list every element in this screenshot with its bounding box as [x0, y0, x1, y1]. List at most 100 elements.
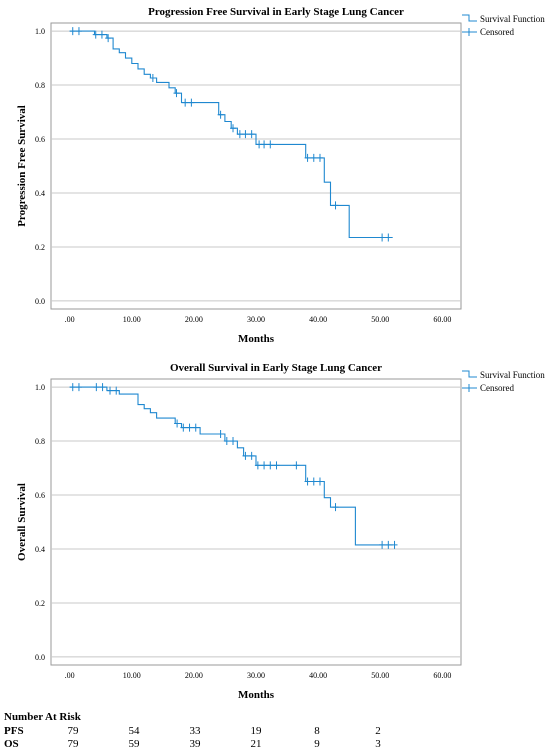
chart1-censored-mark — [379, 233, 386, 242]
chart2-ytick-label: 0.0 — [35, 653, 45, 662]
chart1-ytick-label: 0.8 — [35, 81, 45, 90]
chart1-censored-mark — [332, 201, 339, 210]
chart2-survival-curve — [69, 386, 393, 546]
chart2-ytick-label: 0.2 — [35, 599, 45, 608]
chart1-xtick-label: 20.00 — [185, 315, 203, 324]
chart1-censored-mark — [230, 124, 237, 133]
risk-cell: 33 — [189, 725, 201, 737]
legend-survival-function-label: Survival Function — [480, 14, 545, 24]
chart1-ylabel: Progression Free Survival — [16, 105, 28, 227]
legend-survival-function-swatch — [462, 14, 477, 22]
chart1-ytick-label: 0.0 — [35, 297, 45, 306]
chart2-ytick-label: 0.4 — [35, 545, 45, 554]
risk-table-title: Number At Risk — [4, 711, 81, 723]
chart2-ytick-label: 1.0 — [35, 383, 45, 392]
chart1-xtick-label: 50.00 — [371, 315, 389, 324]
chart2-censored-mark — [254, 461, 261, 470]
chart1-censored-mark — [69, 27, 76, 36]
risk-cell: 19 — [250, 725, 262, 737]
risk-cell: 79 — [67, 738, 79, 750]
risk-cell: 79 — [67, 725, 79, 737]
chart1-censored-mark — [236, 130, 243, 139]
chart1-censored-mark — [105, 34, 112, 43]
chart2-censored-mark — [99, 383, 106, 392]
chart1-survival-curve — [69, 30, 393, 239]
chart2-censored-mark — [310, 477, 317, 486]
chart1-title: Progression Free Survival in Early Stage… — [148, 6, 404, 18]
chart1-legend: Survival Function Censored — [462, 14, 545, 37]
chart1-censored-mark — [385, 233, 392, 242]
legend-survival-function-swatch — [462, 370, 477, 378]
chart2-censored-mark — [180, 423, 187, 432]
chart2-censored-mark — [93, 383, 100, 392]
risk-cell: 59 — [128, 738, 140, 750]
chart1-censored-mark — [261, 140, 268, 149]
chart2-censored-mark — [248, 451, 255, 460]
chart2-plot-frame — [50, 378, 462, 666]
chart2-censored-mark — [186, 423, 193, 432]
legend-censored-swatch — [462, 384, 477, 392]
chart2-ylabel: Overall Survival — [16, 483, 28, 561]
chart2-xtick-label: 30.00 — [247, 671, 265, 680]
chart1-censored-mark — [188, 98, 195, 107]
chart1-censored-mark — [75, 27, 82, 36]
chart1-censored-mark — [92, 30, 99, 39]
risk-cell: 39 — [189, 738, 201, 750]
chart1-censored-mark — [248, 130, 255, 139]
chart1-xlabel: Months — [238, 333, 275, 345]
legend-censored-label: Censored — [480, 383, 514, 393]
chart2-ytick-label: 0.6 — [35, 491, 45, 500]
chart1-censored-mark — [173, 89, 180, 98]
chart2-censored-mark — [223, 437, 230, 446]
chart2-censored-mark — [261, 461, 268, 470]
chart2-xtick-label: 10.00 — [123, 671, 141, 680]
chart2-xlabel: Months — [238, 689, 275, 701]
chart1-ytick-label: 0.2 — [35, 243, 45, 252]
chart1-ytick-label: 1.0 — [35, 27, 45, 36]
chart1-plot-frame — [50, 22, 462, 310]
risk-cell: 3 — [375, 738, 381, 750]
chart2-censored-mark — [293, 461, 300, 470]
chart2-censored-mark — [385, 540, 392, 549]
chart1-censored-mark — [98, 30, 105, 39]
chart1-censored-mark — [217, 110, 224, 119]
risk-cell: 21 — [250, 738, 262, 750]
chart1-xtick-label: 30.00 — [247, 315, 265, 324]
chart2-censored-mark — [75, 383, 82, 392]
chart1-ytick-label: 0.6 — [35, 135, 45, 144]
chart1-xtick-label: 40.00 — [309, 315, 327, 324]
os-chart: Overall Survival in Early Stage Lung Can… — [16, 362, 545, 701]
chart2-censored-mark — [174, 419, 181, 428]
risk-cell: 9 — [314, 738, 320, 750]
chart2-xtick-label: 40.00 — [309, 671, 327, 680]
chart2-xtick-label: 60.00 — [433, 671, 451, 680]
number-at-risk-table: Number At Risk PFS OS 79 54 33 19 8 2 79… — [0, 711, 551, 756]
chart2-censored-mark — [273, 461, 280, 470]
chart1-xtick-label: .00 — [65, 315, 75, 324]
chart1-censored-mark — [316, 153, 323, 162]
risk-row-label-os: OS — [4, 738, 19, 750]
chart2-censored-mark — [379, 540, 386, 549]
chart2-censored-mark — [113, 386, 120, 395]
chart1-censored-mark — [267, 140, 274, 149]
chart1-ytick-label: 0.4 — [35, 189, 45, 198]
risk-cell: 2 — [375, 725, 381, 737]
legend-censored-swatch — [462, 28, 477, 36]
chart2-censored-mark — [316, 477, 323, 486]
chart2-censored-mark — [267, 461, 274, 470]
chart1-censored-mark — [310, 153, 317, 162]
chart1-xtick-label: 10.00 — [123, 315, 141, 324]
chart2-xtick-label: .00 — [65, 671, 75, 680]
chart2-xtick-label: 50.00 — [371, 671, 389, 680]
chart2-censored-mark — [107, 386, 114, 395]
chart2-censored-mark — [192, 423, 199, 432]
chart2-censored-mark — [391, 540, 398, 549]
risk-row-label-pfs: PFS — [4, 725, 24, 737]
risk-cell: 8 — [314, 725, 320, 737]
chart2-censored-mark — [230, 437, 237, 446]
legend-censored-label: Censored — [480, 27, 514, 37]
chart2-censored-mark — [69, 383, 76, 392]
chart1-censored-mark — [242, 130, 249, 139]
chart2-censored-mark — [217, 430, 224, 439]
pfs-chart: Progression Free Survival in Early Stage… — [16, 6, 545, 345]
